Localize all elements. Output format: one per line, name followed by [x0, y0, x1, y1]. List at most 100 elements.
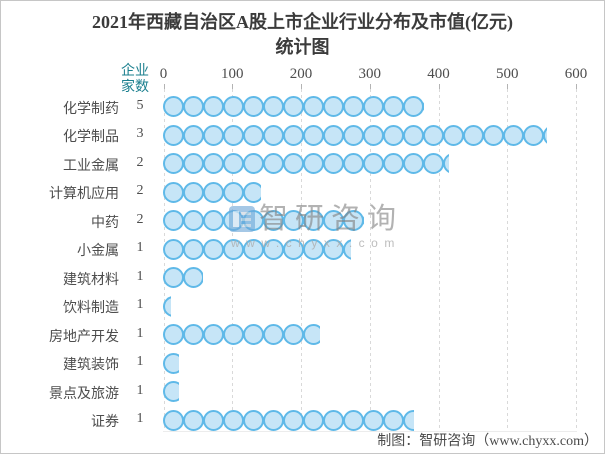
bubble	[163, 267, 184, 288]
bubble	[403, 124, 424, 146]
axis-tick	[438, 84, 440, 89]
bubble	[183, 267, 203, 288]
bubble	[263, 124, 284, 146]
bubble	[223, 96, 244, 117]
x-tick-label: 200	[289, 66, 313, 82]
bubble	[463, 124, 484, 146]
bubble	[403, 153, 424, 174]
bubble	[543, 124, 547, 146]
x-tick-label: 400	[427, 66, 450, 82]
bubble	[303, 153, 324, 174]
bubble	[243, 324, 264, 345]
bubble	[283, 409, 304, 431]
bubble-bar	[163, 124, 547, 146]
bubble	[423, 124, 444, 146]
bubble-bar	[163, 96, 425, 117]
bubble	[423, 96, 425, 117]
plot-bottom-line	[163, 431, 577, 432]
bubble	[203, 409, 224, 431]
bubble-bar	[163, 238, 351, 260]
count-value: 1	[136, 297, 144, 312]
category-label: 建筑材料	[63, 272, 119, 288]
category-label: 饮料制造	[63, 301, 119, 316]
bubble	[163, 381, 179, 402]
bubble	[163, 210, 184, 231]
category-label: 房地产开发	[49, 329, 119, 345]
category-label: 建筑装饰	[63, 358, 119, 373]
bubble	[283, 96, 304, 117]
bubble	[303, 210, 324, 231]
category-label: 证券	[91, 415, 119, 430]
x-tick-label: 500	[496, 66, 519, 82]
bubble	[363, 210, 365, 231]
chart-title: 2021年西藏自治区A股上市企业行业分布及市值(亿元) 统计图	[1, 10, 604, 60]
count-value: 3	[136, 126, 144, 141]
bubble	[243, 124, 264, 146]
bubble	[263, 238, 284, 260]
bubble	[163, 153, 184, 174]
count-column-header: 企业家数	[121, 64, 149, 95]
bubble	[163, 124, 184, 146]
bubble	[183, 324, 204, 345]
count-value: 2	[136, 183, 144, 198]
bubble	[223, 153, 244, 174]
bubble	[263, 409, 284, 431]
bubble	[523, 124, 544, 146]
bubble	[263, 210, 284, 231]
grid-line	[576, 89, 577, 431]
bubble	[163, 409, 184, 431]
chart-title-line1: 2021年西藏自治区A股上市企业行业分布及市值(亿元)	[92, 12, 513, 32]
category-label: 中药	[91, 215, 119, 231]
bubble-bar	[163, 153, 449, 174]
category-label: 工业金属	[63, 158, 119, 174]
bubble	[503, 124, 524, 146]
bubble	[223, 238, 244, 260]
bubble	[243, 153, 264, 174]
bubble	[203, 181, 224, 203]
x-tick-label: 600	[564, 66, 588, 82]
bubble	[283, 124, 304, 146]
x-tick-label: 300	[358, 66, 382, 82]
bubble	[303, 409, 324, 431]
bubble	[403, 96, 424, 117]
bubble	[183, 210, 204, 231]
grid-line	[507, 89, 509, 431]
bubble-bar	[163, 352, 179, 374]
bubble	[343, 124, 364, 146]
credit-text: 制图：智研咨询（www.chyxx.com）	[377, 434, 598, 449]
bubble	[163, 324, 184, 345]
grid-line	[301, 89, 302, 431]
bubble	[343, 238, 351, 260]
axis-tick	[507, 84, 509, 89]
bubble-bar	[163, 295, 172, 317]
category-label: 计算机应用	[49, 187, 119, 202]
count-value: 1	[136, 325, 144, 341]
grid-line	[369, 89, 371, 431]
count-value: 1	[136, 268, 144, 284]
bubble	[383, 153, 404, 174]
bubble	[323, 210, 344, 231]
x-tick-label: 0	[159, 66, 168, 82]
count-value: 1	[136, 354, 144, 369]
bubble	[303, 324, 321, 345]
grid-line	[232, 89, 234, 431]
grid-line	[163, 89, 165, 431]
bubble	[163, 352, 179, 374]
bubble	[163, 238, 184, 260]
bubble	[363, 409, 384, 431]
count-value: 2	[136, 154, 144, 170]
bubble	[423, 153, 444, 174]
bubble	[323, 96, 344, 117]
bubble	[243, 96, 264, 117]
bubble-bar	[163, 324, 321, 345]
axis-tick	[232, 84, 234, 89]
bubble	[343, 409, 364, 431]
category-label: 景点及旅游	[49, 386, 119, 402]
bubble	[303, 96, 324, 117]
bubble	[203, 324, 224, 345]
category-label: 小金属	[77, 244, 119, 259]
bubble	[303, 238, 324, 260]
bubble	[363, 124, 384, 146]
axis-tick	[163, 84, 165, 89]
